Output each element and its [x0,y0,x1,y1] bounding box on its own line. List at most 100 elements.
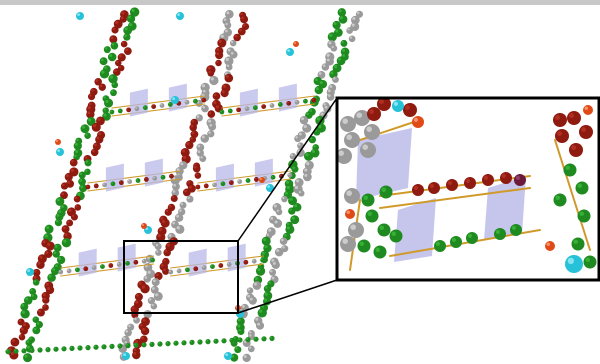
red-atom-icon-highlight [91,89,94,92]
red-atom-icon-highlight [138,281,142,285]
red-atom-icon-highlight [87,106,91,110]
red-atom-icon-highlight [186,142,190,146]
red-atom-icon-highlight [190,137,193,140]
gray-atom-icon-highlight [227,48,231,52]
gray-atom-icon [340,116,356,132]
green-atom-icon-highlight [79,178,83,182]
gray-atom-icon-highlight [270,269,273,273]
gray-atom-icon [212,182,218,188]
red-atom-icon-highlight [118,54,122,58]
gray-atom-icon [269,268,277,276]
green-atom-icon-highlight [271,175,274,178]
gray-atom-icon [294,135,302,143]
red-atom-icon [120,40,128,48]
green-atom-icon [255,266,266,276]
red-atom-icon-highlight [152,104,154,107]
magnifier-box [123,240,239,314]
green-atom-icon [165,341,171,347]
red-atom-icon-highlight [229,181,232,183]
green-atom-icon [78,171,86,179]
red-atom-icon [261,104,267,109]
gray-atom-icon-highlight [152,279,156,283]
gray-atom-icon-highlight [196,115,200,118]
red-atom-icon [253,177,259,182]
gray-atom-icon-highlight [366,126,373,132]
red-atom-icon-highlight [557,131,562,136]
red-atom-icon [195,184,201,190]
green-atom-icon-highlight [80,185,84,189]
orange-atom-icon-highlight [293,41,297,44]
gray-atom-icon-highlight [201,84,206,88]
callout-line-top [237,97,338,242]
green-atom-icon-highlight [54,244,58,248]
gray-atom-icon-highlight [208,131,211,134]
green-atom-icon-highlight [264,286,268,289]
green-atom-icon [21,348,27,354]
red-atom-icon [151,104,157,109]
green-atom-icon-highlight [174,341,176,344]
gray-atom-icon [66,268,72,274]
red-atom-icon [85,184,91,190]
red-atom-icon [170,194,178,203]
gray-atom-icon-highlight [212,183,215,185]
green-atom-icon-highlight [124,34,127,38]
red-atom-icon-highlight [97,117,101,121]
green-atom-icon-highlight [319,81,323,85]
gray-atom-icon-highlight [322,64,326,67]
green-atom-icon-highlight [198,340,200,342]
cyan-atom-icon-highlight [57,149,60,153]
red-atom-icon-highlight [43,305,46,308]
red-atom-icon-highlight [191,119,195,123]
red-atom-icon-highlight [61,192,65,196]
green-atom-icon [61,238,72,248]
cyan-atom-icon [122,352,130,360]
green-atom-icon [69,345,75,351]
gray-atom-icon [252,281,262,290]
gray-atom-icon [321,63,330,71]
cyan-atom-icon-highlight [77,13,80,16]
gray-atom-icon [274,247,284,257]
red-atom-icon-highlight [164,249,168,253]
green-atom-icon-highlight [104,47,108,50]
green-atom-icon-highlight [254,337,256,340]
red-atom-icon [18,333,26,341]
gray-atom-icon [248,296,257,305]
gray-atom-icon [91,265,97,271]
bond-line [87,170,182,184]
green-atom-icon-highlight [316,117,320,121]
green-atom-icon-highlight [61,205,64,208]
green-atom-icon [44,224,54,234]
red-atom-icon-highlight [187,181,190,184]
green-atom-icon [327,32,337,42]
green-atom-icon-highlight [53,251,57,254]
gray-atom-icon-highlight [296,179,300,183]
gray-atom-icon-highlight [197,144,201,148]
green-atom-icon [77,345,83,351]
gray-atom-icon-highlight [248,331,252,334]
gray-atom-icon-highlight [303,124,307,129]
gray-atom-icon-highlight [282,246,285,249]
gray-atom-icon-highlight [169,270,171,272]
green-atom-icon-highlight [161,175,164,178]
green-atom-icon [181,340,187,346]
red-atom-icon [126,107,132,113]
red-atom-icon-highlight [569,113,574,119]
green-atom-icon [107,52,117,62]
purple-atom-icon-highlight [515,175,521,180]
red-atom-icon-highlight [74,196,78,200]
gray-atom-icon-highlight [230,51,234,55]
red-atom-icon-highlight [429,183,434,188]
green-atom-icon-highlight [573,239,578,245]
cyan-atom-icon [171,96,179,104]
red-atom-icon-highlight [312,98,314,101]
red-atom-icon-highlight [33,275,37,279]
red-atom-icon-highlight [109,263,111,266]
green-atom-icon-highlight [363,195,368,201]
gray-atom-icon-highlight [245,107,247,109]
green-atom-icon [109,109,115,115]
red-atom-icon [185,140,194,150]
green-atom-icon [110,181,116,187]
green-atom-icon-highlight [253,106,256,108]
green-atom-icon [285,224,295,234]
red-atom-icon [36,260,45,269]
